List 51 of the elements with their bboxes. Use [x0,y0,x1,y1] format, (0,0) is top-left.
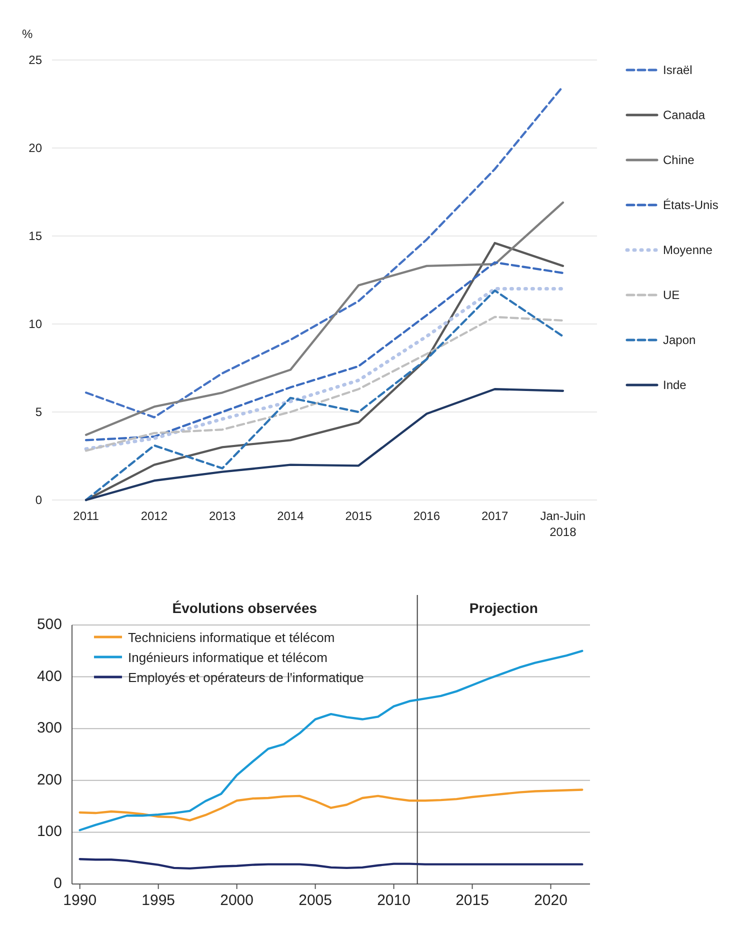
y-tick-label: 10 [28,317,42,331]
x-tick-label: 2000 [220,892,254,909]
line-series [84,261,564,442]
text: Projection [469,600,538,616]
y-tick-label: 400 [36,668,62,685]
line-series [84,85,564,418]
line-series [84,388,564,502]
text: Évolutions observées [172,600,318,616]
legend-label: Chine [663,153,695,167]
x-tick-label: 2017 [481,509,508,523]
legend-label: Inde [663,378,687,392]
line-series [78,788,584,822]
y-tick-label: 0 [54,875,62,892]
legend-label: Moyenne [663,243,713,257]
x-tick-label: 2011 [73,509,100,523]
x-tick-label: Jan-Juin 2018 [540,509,586,539]
legend-label: UE [663,288,680,302]
line-series [84,289,564,502]
x-tick-label: 2014 [277,509,304,523]
legend-label: Techniciens informatique et télécom [128,630,335,645]
x-tick-label: 1995 [142,892,176,909]
line-series [78,858,584,870]
x-tick-label: 2015 [456,892,489,909]
legend-label: Employés et opérateurs de l'informatique [128,670,364,685]
x-tick-label: 2016 [413,509,440,523]
y-tick-label: 5 [35,405,42,419]
legend-label: Ingénieurs informatique et télécom [128,650,328,665]
y-tick-label: 500 [36,616,62,633]
x-tick-label: 2013 [208,509,236,523]
legend-label: Canada [663,108,706,122]
legend-label: États-Unis [663,198,718,212]
x-tick-label: 2012 [140,509,168,523]
x-tick-label: 2015 [345,509,372,523]
legend-label: Israël [663,63,692,77]
y-tick-label: 25 [28,53,42,67]
y-axis-title: % [22,27,33,41]
line-series [84,201,564,436]
legend-label: Japon [663,333,696,347]
y-tick-label: 15 [28,229,42,243]
x-tick-label: 2010 [377,892,410,909]
x-tick-label: 1990 [63,892,97,909]
x-tick-label: 2005 [298,892,332,909]
line-series [78,650,584,832]
y-tick-label: 300 [36,720,62,737]
x-tick-label: 2020 [534,892,568,909]
y-tick-label: 0 [35,493,42,507]
y-tick-label: 20 [28,141,42,155]
y-tick-label: 100 [36,823,62,840]
y-tick-label: 200 [36,771,62,788]
line-series [84,316,564,452]
line-series [84,287,565,451]
